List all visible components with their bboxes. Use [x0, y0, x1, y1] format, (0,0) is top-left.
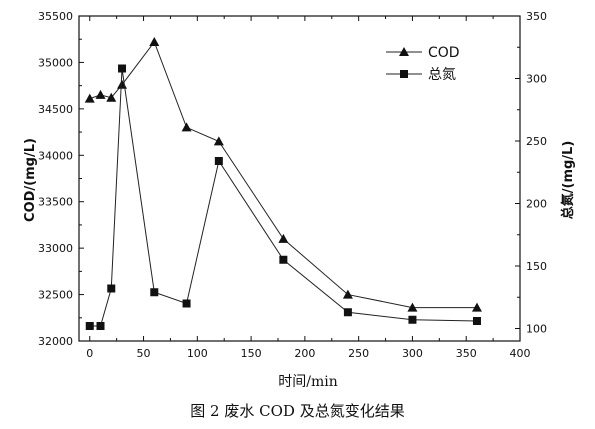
y-right-tick-label: 300 [526, 73, 547, 86]
series-cod [84, 37, 482, 312]
data-point-triangle [213, 136, 224, 146]
data-point-square [472, 317, 481, 325]
data-point-triangle [181, 122, 192, 132]
series-total-nitrogen [85, 64, 481, 330]
series-line [89, 68, 477, 327]
data-point-square [279, 255, 288, 264]
legend-label-total-nitrogen: 总氮 [428, 67, 456, 83]
y-right-tick-label: 250 [526, 135, 547, 148]
data-point-square [118, 64, 127, 73]
data-point-triangle [407, 302, 418, 312]
y-axis-left-label: COD/(mg/L) [23, 138, 38, 222]
x-tick-label: 200 [294, 347, 315, 360]
x-tick-label: 300 [402, 347, 423, 360]
x-tick-label: 350 [456, 347, 477, 360]
data-point-triangle [95, 89, 106, 99]
y-left-tick-label: 35500 [38, 10, 73, 23]
figure-caption: 图 2 废水 COD 及总氮变化结果 [190, 402, 405, 420]
y-left-tick-label: 32000 [38, 335, 73, 348]
plot-frame [78, 15, 521, 342]
legend-item-cod: COD [386, 45, 460, 61]
y-left-tick-label: 35000 [38, 56, 73, 69]
y-right-tick-label: 150 [526, 260, 547, 273]
x-tick-label: 150 [241, 347, 262, 360]
x-tick-label: 400 [510, 347, 531, 360]
data-point-square [343, 308, 352, 317]
x-tick-label: 0 [86, 347, 93, 360]
plot-border [78, 15, 521, 342]
data-point-triangle [149, 37, 160, 46]
legend-label-cod: COD [428, 45, 460, 61]
y-right-tick-label: 100 [526, 323, 547, 336]
x-tick-label: 50 [137, 347, 151, 360]
data-point-square [408, 315, 417, 324]
data-point-square [107, 284, 116, 293]
data-point-triangle [106, 92, 117, 102]
data-point-triangle [471, 302, 482, 312]
x-tick-label: 100 [187, 347, 208, 360]
y-left-tick-label: 32500 [38, 289, 73, 302]
y-right-tick-label: 200 [526, 198, 547, 211]
data-point-triangle [342, 289, 353, 299]
data-point-square [214, 157, 223, 165]
y-left-tick-label: 34500 [38, 103, 73, 116]
y-left-tick-label: 34000 [38, 149, 73, 162]
y-axis-right-label: 总氮/(mg/L) [560, 141, 576, 220]
axis-ticks: 0 50 100 150 200 250 300 350 400 32000 32500 33000 3… [38, 10, 547, 360]
data-point-square [182, 299, 191, 308]
x-axis-label: 时间/min [278, 374, 338, 390]
data-point-triangle [278, 233, 289, 243]
data-point-triangle [117, 79, 128, 89]
y-left-tick-label: 33500 [38, 196, 73, 209]
data-point-square [85, 322, 94, 330]
data-point-triangle [84, 93, 95, 103]
data-point-square [150, 288, 159, 297]
y-left-tick-label: 33000 [38, 242, 73, 255]
data-point-square [96, 322, 105, 330]
series-line [89, 40, 477, 309]
x-tick-label: 250 [348, 347, 369, 360]
legend: COD 总氮 [386, 45, 460, 83]
legend-item-total-nitrogen: 总氮 [386, 67, 456, 83]
y-right-tick-label: 350 [526, 10, 547, 23]
